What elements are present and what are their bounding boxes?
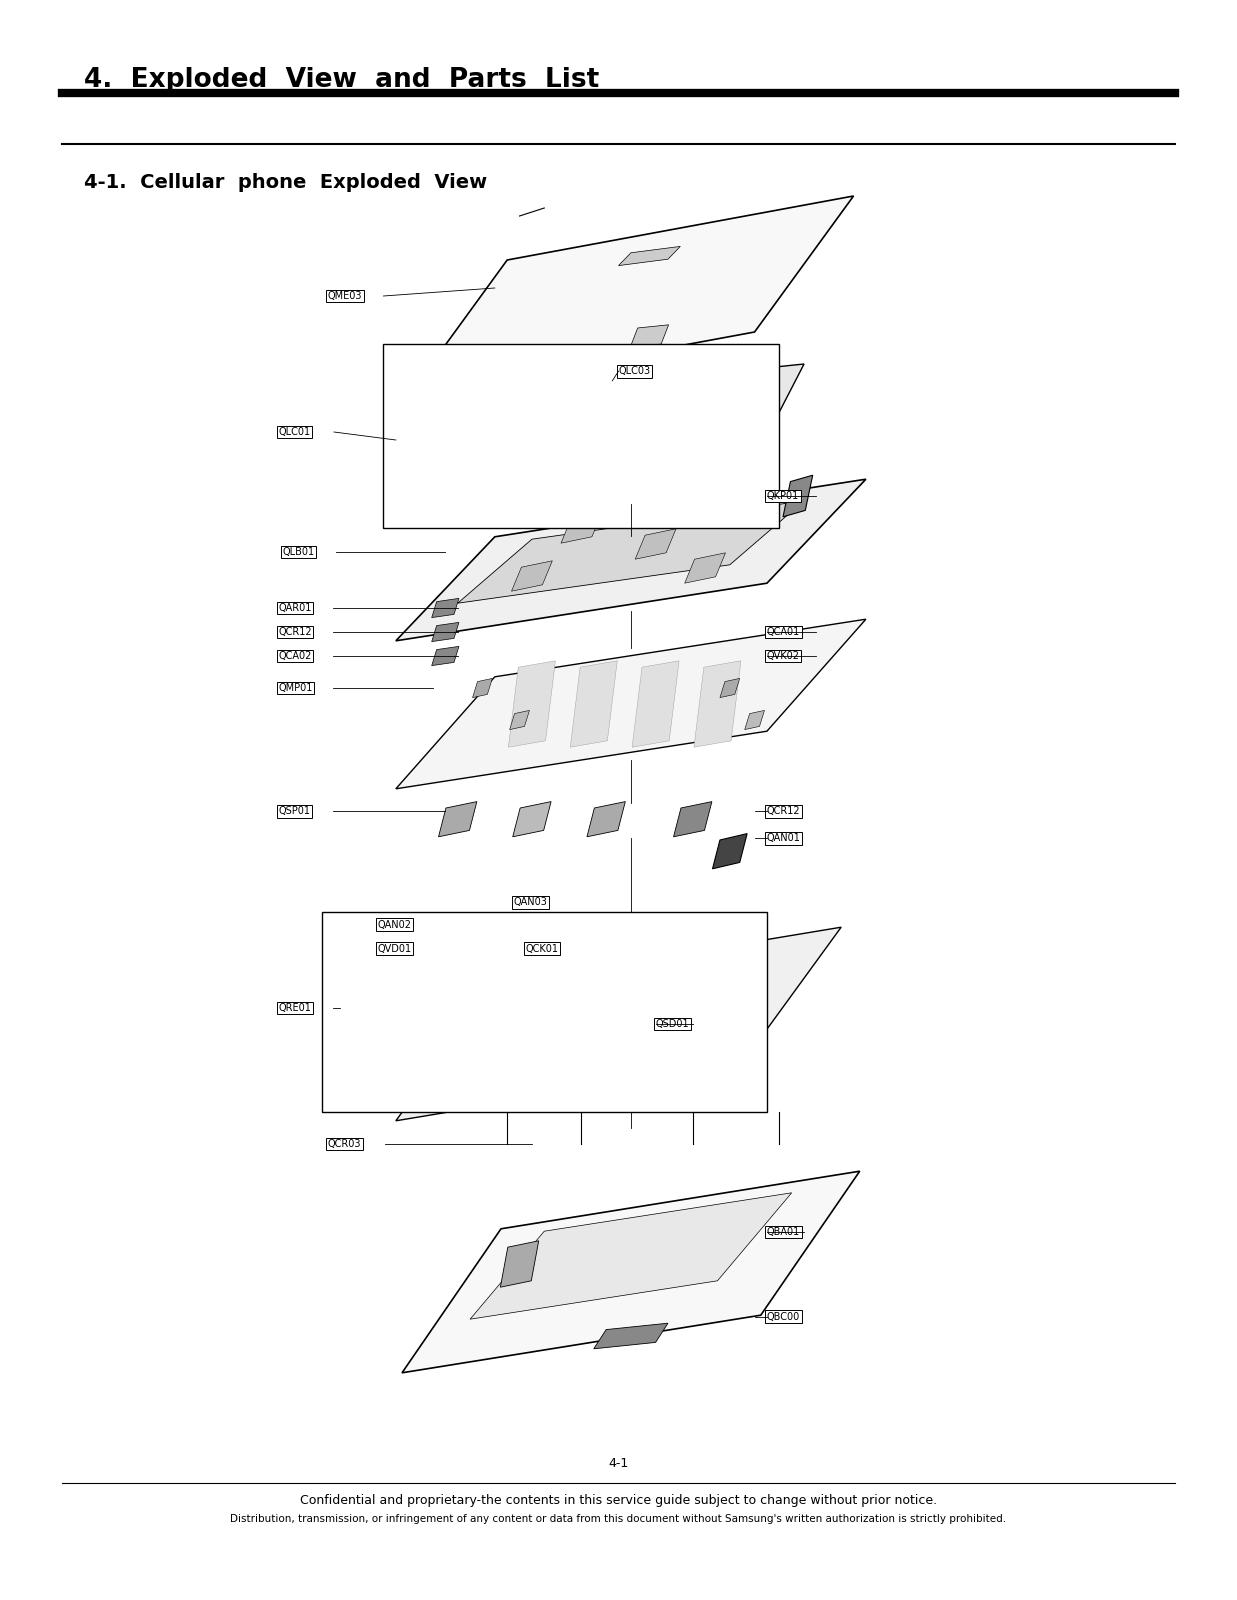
Polygon shape bbox=[470, 1194, 792, 1318]
Text: QCA01: QCA01 bbox=[767, 627, 800, 637]
Text: QCK01: QCK01 bbox=[526, 944, 559, 954]
Polygon shape bbox=[508, 661, 555, 747]
Polygon shape bbox=[458, 501, 804, 603]
Text: QLC01: QLC01 bbox=[278, 427, 310, 437]
Text: QME03: QME03 bbox=[328, 291, 362, 301]
Polygon shape bbox=[432, 622, 459, 642]
Polygon shape bbox=[511, 560, 552, 590]
Polygon shape bbox=[500, 1242, 538, 1286]
Polygon shape bbox=[713, 834, 747, 869]
Text: QCR03: QCR03 bbox=[328, 1139, 361, 1149]
Polygon shape bbox=[473, 678, 492, 698]
Text: QAN02: QAN02 bbox=[377, 920, 411, 930]
Text: QCR12: QCR12 bbox=[278, 627, 312, 637]
Text: QSD01: QSD01 bbox=[656, 1019, 689, 1029]
Polygon shape bbox=[562, 512, 602, 542]
Polygon shape bbox=[783, 475, 813, 517]
Text: QKP01: QKP01 bbox=[767, 491, 799, 501]
Polygon shape bbox=[586, 802, 625, 837]
Polygon shape bbox=[685, 552, 725, 582]
Polygon shape bbox=[594, 1323, 668, 1349]
Polygon shape bbox=[632, 661, 679, 747]
Polygon shape bbox=[720, 678, 740, 698]
Polygon shape bbox=[673, 802, 711, 837]
Text: QRE01: QRE01 bbox=[278, 1003, 312, 1013]
Text: 4-1.  Cellular  phone  Exploded  View: 4-1. Cellular phone Exploded View bbox=[84, 173, 487, 192]
Text: QCR12: QCR12 bbox=[767, 806, 800, 816]
Text: QVD01: QVD01 bbox=[377, 944, 412, 954]
Polygon shape bbox=[408, 195, 854, 395]
Polygon shape bbox=[432, 646, 459, 666]
Polygon shape bbox=[512, 802, 550, 837]
Text: 4-1: 4-1 bbox=[609, 1458, 628, 1470]
Polygon shape bbox=[433, 365, 804, 515]
Text: QAR01: QAR01 bbox=[278, 603, 312, 613]
Polygon shape bbox=[396, 928, 841, 1120]
Text: QCA02: QCA02 bbox=[278, 651, 312, 661]
Text: QMP01: QMP01 bbox=[278, 683, 313, 693]
Text: Distribution, transmission, or infringement of any content or data from this doc: Distribution, transmission, or infringem… bbox=[230, 1514, 1007, 1523]
Text: 4.  Exploded  View  and  Parts  List: 4. Exploded View and Parts List bbox=[84, 67, 600, 93]
Text: QVK02: QVK02 bbox=[767, 651, 800, 661]
Text: QLB01: QLB01 bbox=[282, 547, 314, 557]
FancyBboxPatch shape bbox=[383, 344, 779, 528]
Polygon shape bbox=[402, 1171, 860, 1373]
Polygon shape bbox=[745, 710, 764, 730]
Text: QAN03: QAN03 bbox=[513, 898, 547, 907]
Polygon shape bbox=[570, 661, 617, 747]
Polygon shape bbox=[636, 528, 675, 558]
Text: Confidential and proprietary-the contents in this service guide subject to chang: Confidential and proprietary-the content… bbox=[299, 1494, 938, 1507]
Text: QLC03: QLC03 bbox=[618, 366, 651, 376]
Polygon shape bbox=[396, 619, 866, 789]
Text: QBC00: QBC00 bbox=[767, 1312, 800, 1322]
Polygon shape bbox=[497, 950, 542, 1002]
Polygon shape bbox=[432, 598, 459, 618]
Polygon shape bbox=[631, 325, 668, 347]
Polygon shape bbox=[656, 363, 717, 389]
Text: QAN01: QAN01 bbox=[767, 834, 800, 843]
Polygon shape bbox=[694, 661, 741, 747]
Polygon shape bbox=[510, 710, 529, 730]
Text: QBA01: QBA01 bbox=[767, 1227, 800, 1237]
Polygon shape bbox=[396, 480, 866, 640]
Polygon shape bbox=[438, 802, 476, 837]
FancyBboxPatch shape bbox=[322, 912, 767, 1112]
Polygon shape bbox=[618, 246, 680, 266]
Text: QSP01: QSP01 bbox=[278, 806, 310, 816]
